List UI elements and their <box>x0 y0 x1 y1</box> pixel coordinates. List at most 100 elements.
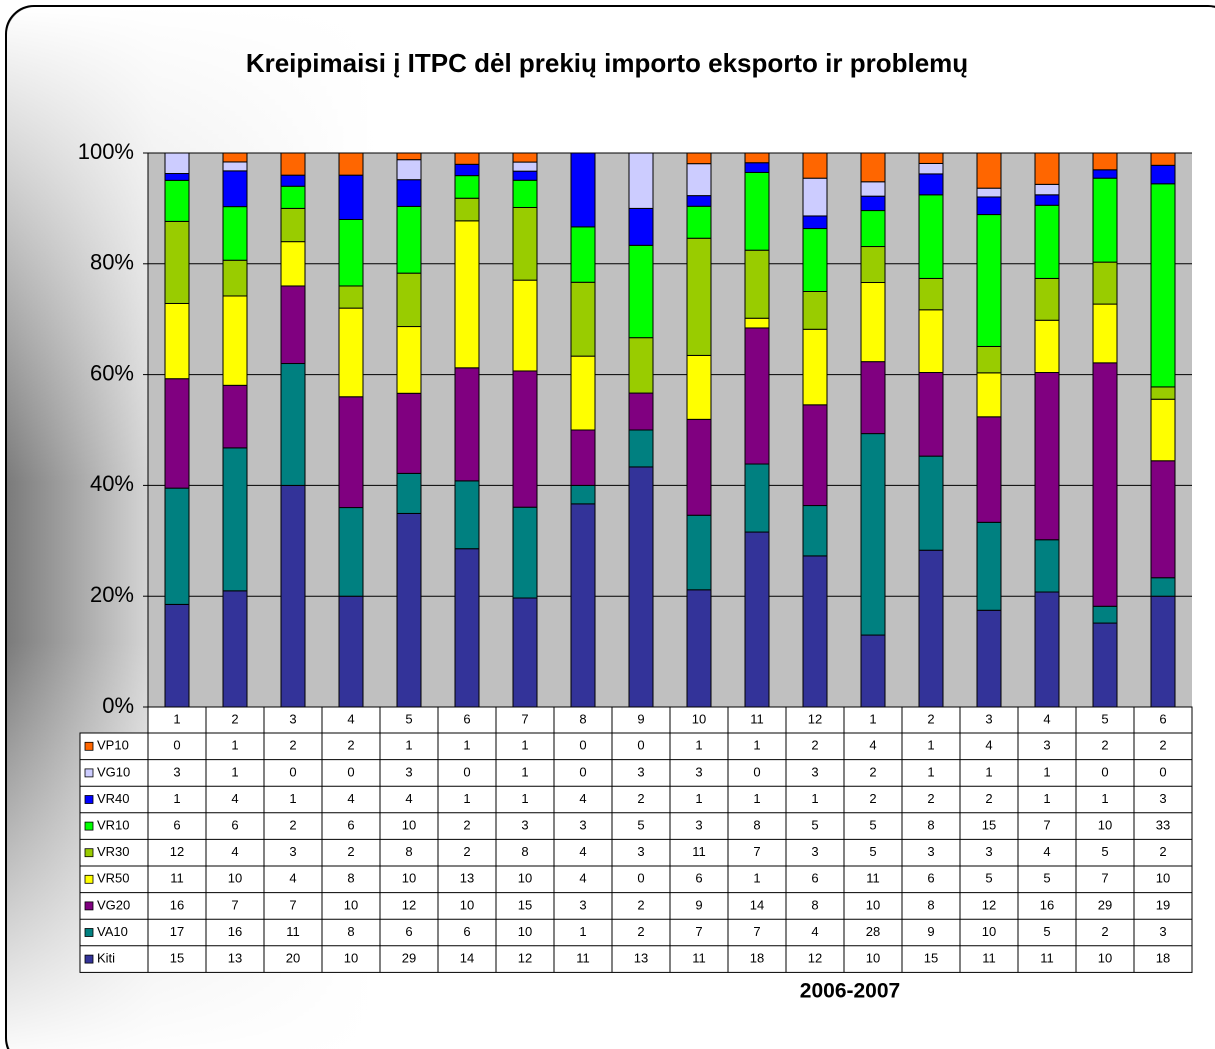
bar-segment <box>164 173 190 181</box>
bar-segment <box>164 152 190 175</box>
bar-segment <box>396 152 422 161</box>
y-tick-label: 40% <box>90 471 134 496</box>
legend-label: VA10 <box>97 924 128 939</box>
table-value: 1 <box>289 791 296 806</box>
bar-segment <box>976 521 1002 611</box>
table-value: 13 <box>228 951 242 966</box>
bar-segment <box>396 205 422 274</box>
bar-segment <box>802 177 828 217</box>
bar-segment <box>686 418 712 516</box>
bar-segment <box>396 179 422 207</box>
table-value: 2 <box>463 844 470 859</box>
bar-segment <box>164 487 190 605</box>
bar-segment <box>744 249 770 319</box>
bar-segment <box>918 152 944 164</box>
bar-segment <box>686 589 712 708</box>
bar-segment <box>280 285 306 365</box>
table-value: 0 <box>173 738 180 753</box>
table-value: 15 <box>924 951 938 966</box>
bar-segment <box>280 207 306 243</box>
table-value: 6 <box>811 871 818 886</box>
table-value: 4 <box>985 738 992 753</box>
bar-segment <box>744 317 770 329</box>
table-value: 0 <box>1159 764 1166 779</box>
table-value: 8 <box>927 818 934 833</box>
bar-segment <box>512 152 538 163</box>
bar-segment <box>454 152 480 165</box>
legend-swatch <box>84 928 94 937</box>
table-value: 10 <box>402 871 416 886</box>
table-value: 2 <box>347 738 354 753</box>
y-tick-label: 60% <box>90 360 134 385</box>
table-value: 5 <box>869 844 876 859</box>
bar-segment <box>976 345 1002 374</box>
x-tick-label: 6 <box>1159 711 1166 726</box>
bar-segment <box>1034 204 1060 279</box>
bar-segment <box>454 197 480 222</box>
bar-segment <box>222 206 248 261</box>
table-value: 11 <box>286 924 300 939</box>
table-value: 5 <box>869 818 876 833</box>
table-value: 2 <box>811 738 818 753</box>
table-value: 17 <box>170 924 184 939</box>
legend-swatch <box>84 741 94 751</box>
bar-segment <box>512 161 538 172</box>
table-value: 1 <box>521 791 528 806</box>
bar-segment <box>802 505 828 557</box>
bar-segment <box>1034 194 1060 206</box>
bar-segment <box>338 218 364 287</box>
table-value: 4 <box>579 791 586 806</box>
table-value: 1 <box>1043 764 1050 779</box>
table-value: 1 <box>579 924 586 939</box>
table-value: 6 <box>173 818 180 833</box>
bar-segment <box>454 163 480 177</box>
bar-segment <box>164 378 190 489</box>
legend-label: VR50 <box>97 871 130 886</box>
plot-area <box>148 153 1192 707</box>
bar-segment <box>1150 152 1176 166</box>
bar-segment <box>570 484 596 505</box>
bar-segment <box>454 220 480 369</box>
table-value: 4 <box>231 791 238 806</box>
table-value: 8 <box>753 818 760 833</box>
bar-segment <box>512 179 538 208</box>
table-value: 6 <box>927 871 934 886</box>
bar-segment <box>512 506 538 599</box>
bar-segment <box>1092 261 1118 305</box>
legend-label: VG20 <box>97 897 130 912</box>
bar-segment <box>802 328 828 406</box>
table-value: 6 <box>695 871 702 886</box>
x-tick-label: 12 <box>808 711 822 726</box>
table-value: 2 <box>637 791 644 806</box>
table-value: 18 <box>750 951 764 966</box>
bar-segment <box>918 309 944 374</box>
legend-swatch <box>84 821 94 831</box>
table-value: 8 <box>521 844 528 859</box>
table-value: 1 <box>927 764 934 779</box>
table-value: 4 <box>869 738 876 753</box>
table-value: 3 <box>521 818 528 833</box>
table-value: 10 <box>228 871 242 886</box>
bar-segment <box>164 603 190 708</box>
table-value: 2 <box>1159 844 1166 859</box>
x-tick-label: 1 <box>173 711 180 726</box>
table-value: 11 <box>576 951 590 966</box>
bar-segment <box>976 372 1002 418</box>
bar-segment <box>860 282 886 363</box>
table-value: 14 <box>750 897 764 912</box>
table-value: 7 <box>231 897 238 912</box>
table-value: 10 <box>460 897 474 912</box>
bar-segment <box>802 228 828 292</box>
bar-segment <box>1092 605 1118 624</box>
bar-segment <box>686 354 712 420</box>
table-value: 10 <box>518 871 532 886</box>
bar-segment <box>222 152 248 163</box>
table-value: 1 <box>927 738 934 753</box>
table-value: 9 <box>695 897 702 912</box>
table-value: 1 <box>405 738 412 753</box>
bar-segment <box>396 326 422 394</box>
bar-segment <box>744 171 770 251</box>
table-value: 16 <box>1040 897 1054 912</box>
bar-segment <box>628 466 654 708</box>
